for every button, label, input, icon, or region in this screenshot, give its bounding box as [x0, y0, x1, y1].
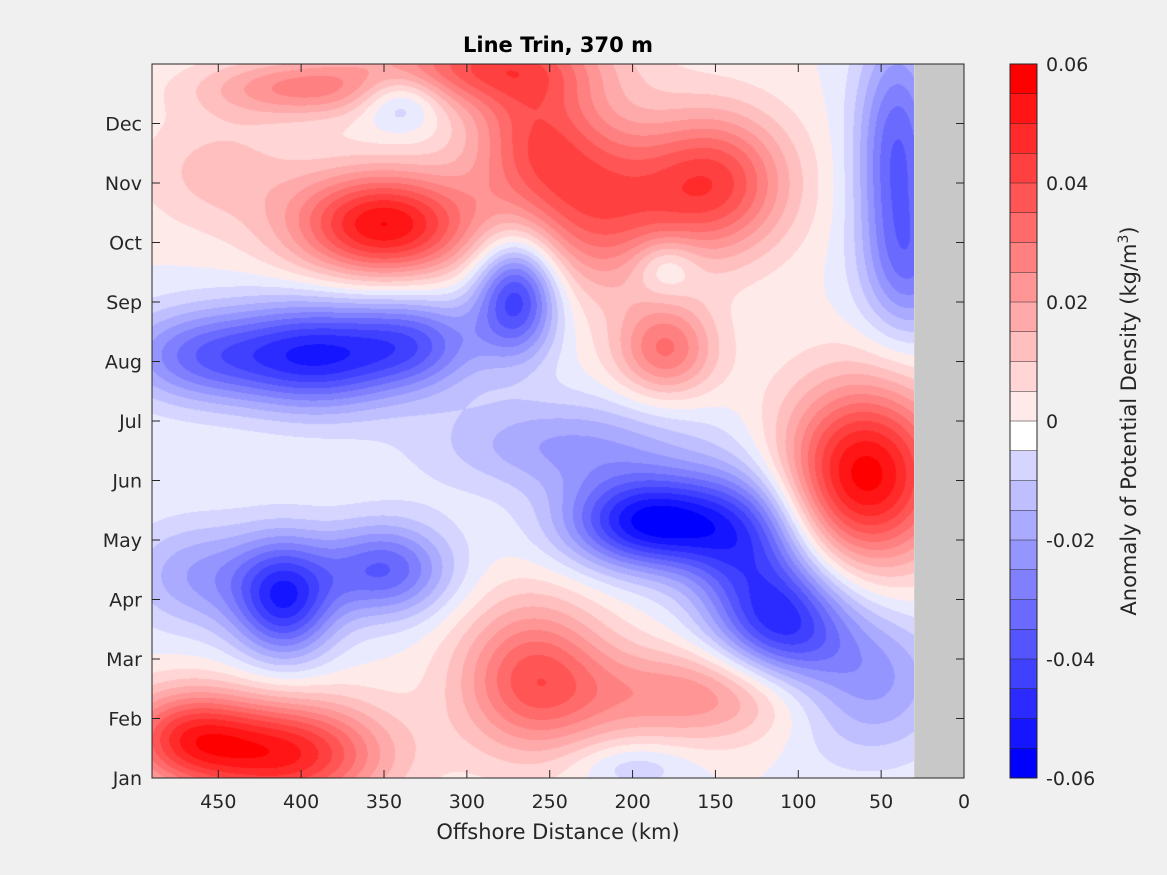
y-tick-label: Dec — [105, 114, 142, 136]
colorbar-segment — [1010, 480, 1037, 511]
colorbar-segment — [1010, 688, 1037, 719]
colorbar-segment — [1010, 540, 1037, 571]
colorbar-segment — [1010, 629, 1037, 660]
x-tick-label: 350 — [366, 791, 402, 813]
colorbar-segment — [1010, 183, 1037, 214]
colorbar-segment — [1010, 748, 1037, 779]
y-tick-label: Mar — [106, 649, 142, 671]
plot-area: 450 400 350 300 250 200 150 100 50 0 Jan Feb Mar Apr… — [103, 63, 970, 813]
x-tick-label: 450 — [200, 791, 236, 813]
colorbar-segment — [1010, 93, 1037, 124]
colorbar-segment — [1010, 242, 1037, 273]
no-data-region — [914, 64, 964, 778]
colorbar-label-text: Anomaly of Potential Density (kg/m — [1117, 244, 1141, 616]
colorbar-segment — [1010, 331, 1037, 362]
colorbar-segment — [1010, 569, 1037, 600]
x-tick-label: 250 — [532, 791, 568, 813]
colorbar-segment — [1010, 718, 1037, 749]
x-tick-label: 400 — [283, 791, 319, 813]
colorbar: 0.06 0.04 0.02 0 -0.02 -0.04 -0.06 Anomaly of … — [1009, 54, 1141, 790]
colorbar-segment — [1010, 272, 1037, 303]
colorbar-label-superscript: 3 — [1116, 235, 1132, 244]
colorbar-segment — [1010, 659, 1037, 690]
x-tick-label: 150 — [697, 791, 733, 813]
colorbar-label-close: ) — [1117, 226, 1141, 234]
colorbar-tick-label: -0.06 — [1046, 768, 1095, 790]
x-tick-label: 300 — [449, 791, 485, 813]
colorbar-segment — [1010, 153, 1037, 184]
x-tick-label: 50 — [869, 791, 893, 813]
colorbar-segment — [1010, 510, 1037, 541]
x-axis-label: Offshore Distance (km) — [436, 820, 679, 844]
colorbar-segments — [1010, 63, 1037, 779]
x-axis: 450 400 350 300 250 200 150 100 50 0 — [200, 64, 970, 813]
colorbar-segment — [1010, 212, 1037, 243]
colorbar-tick-label: 0.02 — [1046, 292, 1088, 314]
y-tick-label: Jul — [118, 411, 142, 433]
colorbar-segment — [1010, 64, 1037, 95]
colorbar-segment — [1010, 391, 1037, 422]
y-tick-label: Feb — [108, 709, 142, 731]
y-tick-label: Nov — [105, 173, 142, 195]
chart-title: Line Trin, 370 m — [463, 33, 653, 57]
x-tick-label: 200 — [614, 791, 650, 813]
colorbar-tick-label: -0.02 — [1046, 530, 1095, 552]
colorbar-segment — [1010, 599, 1037, 630]
y-tick-label: Jun — [111, 471, 142, 493]
y-tick-label: Oct — [109, 233, 142, 255]
y-axis: Jan Feb Mar Apr May Jun Jul Aug Sep Oct Nov Dec — [103, 114, 964, 790]
colorbar-segment — [1010, 123, 1037, 154]
x-tick-label: 100 — [780, 791, 816, 813]
colorbar-box — [1009, 63, 1038, 779]
colorbar-segment — [1010, 450, 1037, 481]
y-tick-label: Apr — [109, 590, 142, 612]
colorbar-label: Anomaly of Potential Density (kg/m3) — [1116, 226, 1141, 615]
colorbar-ticks: 0.06 0.04 0.02 0 -0.02 -0.04 -0.06 — [1046, 54, 1095, 790]
colorbar-tick-label: 0 — [1046, 411, 1058, 433]
density-anomaly-field — [152, 64, 914, 778]
y-tick-label: May — [103, 530, 142, 552]
colorbar-segment — [1010, 361, 1037, 392]
y-tick-label: Jan — [112, 768, 142, 790]
colorbar-tick-label: 0.04 — [1046, 173, 1088, 195]
y-tick-label: Aug — [105, 352, 142, 374]
y-tick-label: Sep — [106, 292, 142, 314]
colorbar-segment — [1010, 302, 1037, 333]
colorbar-tick-label: 0.06 — [1046, 54, 1088, 76]
colorbar-segment — [1010, 421, 1037, 452]
x-tick-label: 0 — [958, 791, 970, 813]
colorbar-tick-label: -0.04 — [1046, 649, 1095, 671]
